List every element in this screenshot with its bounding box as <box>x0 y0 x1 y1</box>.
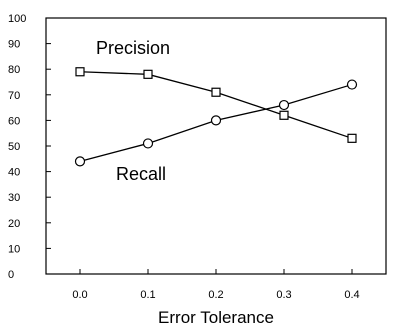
precision-point <box>75 67 85 77</box>
y-tick-label: 60 <box>8 115 20 127</box>
recall-series-label: Recall <box>116 164 166 184</box>
y-tick-label: 80 <box>8 64 20 76</box>
recall-point <box>346 79 358 90</box>
recall-point <box>210 115 222 126</box>
y-tick-label: 20 <box>8 218 20 230</box>
recall-point <box>278 99 290 111</box>
precision-point <box>143 69 153 79</box>
series-group: Precision Recall <box>74 38 358 184</box>
y-tick-label: 40 <box>8 167 20 179</box>
x-tick-label: 0.2 <box>208 289 223 301</box>
precision-point <box>211 87 221 97</box>
x-tick-label: 0.3 <box>276 289 291 301</box>
y-tick-label: 0 <box>8 269 14 281</box>
precision-point <box>279 110 289 120</box>
x-axis-title: Error Tolerance <box>158 308 274 327</box>
x-tick-label: 0.4 <box>344 289 359 301</box>
y-tick-label: 30 <box>8 192 20 204</box>
precision-point <box>347 133 357 143</box>
precision-series-label: Precision <box>96 38 170 58</box>
y-tick-label: 10 <box>8 243 20 255</box>
y-tick-label: 50 <box>8 141 20 153</box>
y-axis: 0 10 20 30 40 50 60 70 80 90 100 <box>8 13 51 281</box>
precision-line <box>79 71 353 139</box>
recall-point <box>142 138 154 149</box>
y-tick-label: 90 <box>8 39 20 51</box>
x-tick-label: 0.1 <box>140 289 155 301</box>
recall-point <box>74 156 86 167</box>
x-axis: 0.0 0.1 0.2 0.3 0.4 <box>72 269 360 301</box>
y-tick-label: 70 <box>8 90 20 102</box>
x-tick-label: 0.0 <box>72 289 87 301</box>
y-tick-label: 100 <box>8 13 26 25</box>
